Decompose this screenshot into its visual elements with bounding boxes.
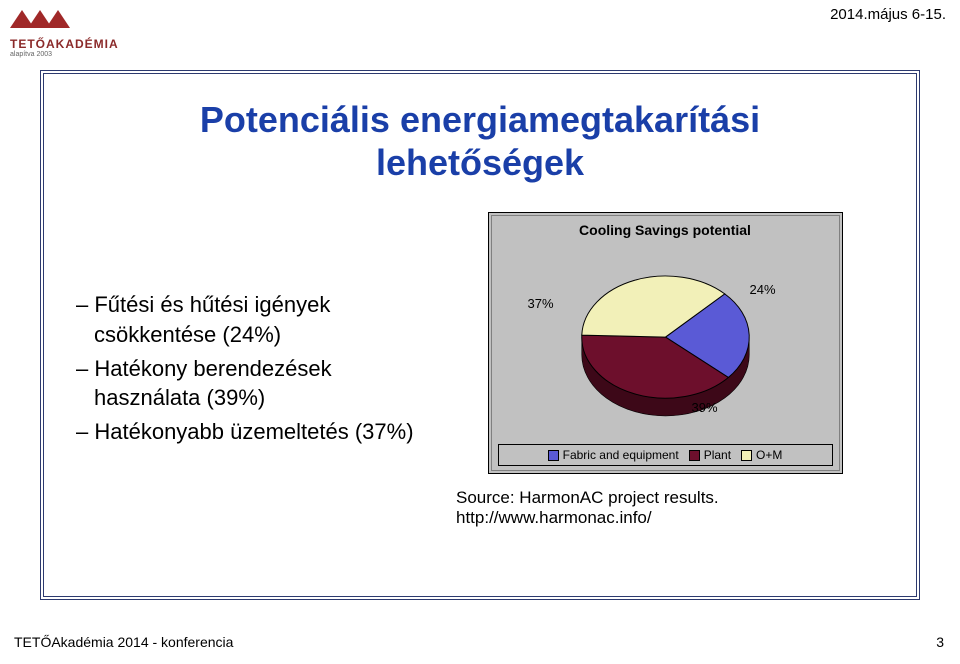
source-line-2: http://www.harmonac.info/ (456, 508, 652, 527)
pie-chart: 24% 39% 37% (498, 242, 833, 442)
legend-swatch (548, 450, 559, 461)
bullet-list: Fűtési és hűtési igények csökkentése (24… (76, 290, 416, 450)
legend-label: Fabric and equipment (563, 448, 679, 462)
chart-inner: Cooling Savings potential 24% 39% 37% Fa… (491, 215, 840, 471)
chart-column: Cooling Savings potential 24% 39% 37% Fa… (446, 212, 884, 528)
date-header: 2014.május 6-15. (830, 6, 946, 23)
logo-subtext: alapítva 2003 (10, 51, 119, 58)
chart-box: Cooling Savings potential 24% 39% 37% Fa… (488, 212, 843, 474)
pie-label-24: 24% (750, 282, 776, 297)
slide-frame: Potenciális energiamegtakarítási lehetős… (40, 70, 920, 600)
list-item: Hatékonyabb üzemeltetés (37%) (76, 417, 416, 447)
pie-label-39: 39% (692, 400, 718, 415)
legend-item: Plant (689, 448, 731, 462)
legend-label: Plant (704, 448, 731, 462)
slide-title: Potenciális energiamegtakarítási lehetős… (76, 98, 884, 184)
logo-chevrons-icon (10, 8, 100, 30)
chart-title: Cooling Savings potential (498, 222, 833, 238)
content-row: Fűtési és hűtési igények csökkentése (24… (76, 212, 884, 528)
page-footer: TETŐAkadémia 2014 - konferencia (14, 634, 233, 650)
chart-source: Source: HarmonAC project results. http:/… (456, 488, 884, 528)
legend-swatch (741, 450, 752, 461)
pie-label-37: 37% (528, 296, 554, 311)
source-line-1: Source: HarmonAC project results. (456, 488, 719, 507)
legend-item: Fabric and equipment (548, 448, 679, 462)
list-item: Fűtési és hűtési igények csökkentése (24… (76, 290, 416, 349)
pie-svg (498, 242, 833, 442)
legend-item: O+M (741, 448, 782, 462)
page-number: 3 (936, 634, 944, 650)
title-line-2: lehetőségek (376, 142, 584, 183)
title-line-1: Potenciális energiamegtakarítási (200, 99, 760, 140)
logo-text: TETŐAKADÉMIA (10, 37, 119, 51)
legend-label: O+M (756, 448, 782, 462)
list-item: Hatékony berendezések használata (39%) (76, 354, 416, 413)
brand-logo: TETŐAKADÉMIA alapítva 2003 (10, 8, 119, 58)
legend-swatch (689, 450, 700, 461)
chart-legend: Fabric and equipment Plant O+M (498, 444, 833, 466)
